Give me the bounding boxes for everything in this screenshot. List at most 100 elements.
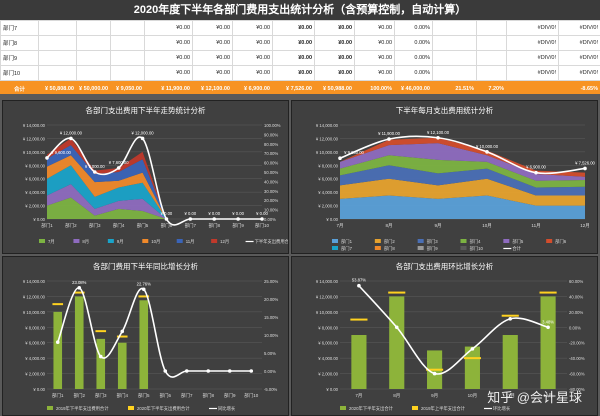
y2-tick-label: -20.00% bbox=[569, 341, 585, 346]
bar bbox=[139, 300, 149, 389]
watermark: 知乎 @会计星球 bbox=[487, 390, 582, 405]
growth-point bbox=[206, 369, 211, 373]
data-label: ¥ 12,000.00 bbox=[60, 130, 83, 135]
y2-tick-label: -60.00% bbox=[569, 372, 585, 377]
x-tick-label: 8月 bbox=[385, 223, 392, 229]
y2-tick-label: -40.00% bbox=[569, 356, 585, 361]
y2-tick-label: 100.00% bbox=[264, 123, 281, 128]
data-label: ¥ 0.00 bbox=[185, 211, 197, 216]
legend-swatch bbox=[73, 239, 80, 243]
bar bbox=[117, 342, 127, 389]
data-label: 53.87% bbox=[352, 278, 366, 283]
y-tick-label: ¥ 0.00 bbox=[33, 217, 45, 222]
legend-label: 部门9 bbox=[427, 245, 439, 252]
y-tick-label: ¥ 14,000.00 bbox=[316, 279, 339, 284]
row-label: 部门10 bbox=[0, 65, 39, 81]
legend-label: 部门7 bbox=[341, 245, 353, 252]
legend-label: 部门5 bbox=[512, 238, 524, 245]
table-cell bbox=[76, 50, 111, 66]
legend-swatch bbox=[412, 406, 418, 410]
table-cell: ¥0.00 bbox=[232, 50, 273, 66]
table-cell: 0.00% bbox=[394, 35, 433, 51]
x-tick-label: 部门8 bbox=[208, 222, 220, 229]
x-tick-label: 12月 bbox=[543, 393, 553, 399]
data-label: ¥ 0.00 bbox=[208, 211, 220, 216]
row-label: 部门9 bbox=[0, 50, 39, 66]
y-tick-label: ¥ 6,000.00 bbox=[25, 177, 45, 182]
table-cell: #DIV/0! bbox=[506, 50, 559, 66]
table-cell: ¥0.00 bbox=[354, 35, 395, 51]
y-tick-label: ¥ 8,000.00 bbox=[25, 325, 45, 330]
chart-panel-3: 各部门费用下半年同比增长分析 ¥ 0.00 ¥ 2,000.00 ¥ 4,000.00… bbox=[2, 256, 289, 416]
table-cell bbox=[110, 20, 145, 36]
y-tick-label: ¥ 0.00 bbox=[326, 387, 338, 392]
table-cell: 0.00% bbox=[394, 50, 433, 66]
y-tick-label: ¥ 10,000.00 bbox=[23, 310, 46, 315]
y2-tick-label: 25.00% bbox=[264, 279, 278, 284]
data-label: ¥ 7,600.00 bbox=[109, 160, 129, 165]
y2-tick-label: 0.00% bbox=[264, 217, 276, 222]
legend-swatch bbox=[460, 239, 467, 243]
marker bbox=[350, 318, 368, 321]
y-tick-label: ¥ 8,000.00 bbox=[318, 163, 338, 168]
area-series bbox=[47, 184, 262, 219]
x-tick-label: 部门7 bbox=[181, 392, 193, 399]
marker bbox=[463, 357, 481, 360]
marker bbox=[95, 330, 107, 333]
data-label: ¥ 10,000.00 bbox=[476, 144, 499, 149]
table-cell: ¥0.00 bbox=[232, 20, 273, 36]
table-row: 部门9 ¥0.00 ¥0.00 ¥0.00 ¥0.00 ¥0.00 ¥0.00 0.00% #D… bbox=[0, 50, 600, 66]
legend-swatch bbox=[107, 239, 114, 243]
chart-title: 各部门支出费用下半年走势统计分析 bbox=[86, 105, 206, 115]
x-tick-label: 部门2 bbox=[65, 222, 77, 229]
y-tick-label: ¥ 4,000.00 bbox=[318, 190, 338, 195]
legend-label: 2020年下半年支出费用合计 bbox=[137, 405, 190, 412]
data-label: 22.76% bbox=[137, 281, 151, 286]
legend-swatch bbox=[340, 406, 346, 410]
x-tick-label: 部门8 bbox=[202, 392, 214, 399]
x-tick-label: 部门5 bbox=[137, 222, 149, 229]
table-cell: ¥0.00 bbox=[272, 20, 315, 36]
y-tick-label: ¥ 0.00 bbox=[33, 387, 45, 392]
area-series bbox=[340, 195, 585, 219]
x-tick-label: 10月 bbox=[482, 223, 492, 229]
x-tick-label: 11月 bbox=[531, 223, 540, 229]
table-cell: #DIV/0! bbox=[558, 65, 600, 81]
area-series bbox=[47, 165, 262, 219]
table-cell: ¥0.00 bbox=[192, 35, 233, 51]
bar bbox=[502, 335, 518, 389]
table-cell: ¥0.00 bbox=[354, 50, 395, 66]
table-cell: ¥ 50,988.00 bbox=[314, 80, 355, 98]
total-point bbox=[583, 166, 587, 171]
data-label: ¥ 0.00 bbox=[256, 211, 268, 216]
growth-point bbox=[394, 325, 399, 330]
legend-label: 同比增长 bbox=[218, 405, 236, 412]
legend-label: 部门10 bbox=[470, 245, 484, 252]
marker bbox=[426, 368, 444, 371]
x-tick-label: 7月 bbox=[355, 393, 362, 399]
table-cell: ¥0.00 bbox=[354, 20, 395, 36]
table-cell bbox=[476, 35, 507, 51]
x-tick-label: 部门4 bbox=[116, 392, 128, 399]
legend-swatch bbox=[503, 239, 510, 243]
legend-swatch bbox=[374, 246, 381, 250]
y2-tick-label: 15.00% bbox=[264, 315, 278, 320]
y-tick-label: ¥ 0.00 bbox=[326, 217, 338, 222]
chart-panel-4: 各部门支出费用环比增长分析 ¥ 0.00 ¥ 2,000.00 ¥ 4,000.00 ¥… bbox=[291, 256, 598, 416]
marker bbox=[501, 314, 519, 317]
table-cell: ¥0.00 bbox=[354, 65, 395, 81]
growth-point bbox=[141, 287, 146, 292]
y-tick-label: ¥ 6,000.00 bbox=[25, 341, 45, 346]
data-label: 3.48% bbox=[542, 319, 554, 324]
table-cell bbox=[432, 65, 477, 81]
table-cell: ¥0.00 bbox=[144, 65, 193, 81]
legend-label: 2019年上半年支出合计 bbox=[421, 405, 466, 412]
legend-label: 7月 bbox=[48, 239, 55, 245]
table-cell bbox=[476, 20, 507, 36]
table-cell bbox=[476, 50, 507, 66]
table-cell: #DIV/0! bbox=[506, 65, 559, 81]
y2-tick-label: 20.00% bbox=[569, 310, 583, 315]
growth-point bbox=[470, 347, 475, 351]
growth-point bbox=[357, 283, 361, 288]
x-tick-label: 部门4 bbox=[113, 222, 125, 229]
